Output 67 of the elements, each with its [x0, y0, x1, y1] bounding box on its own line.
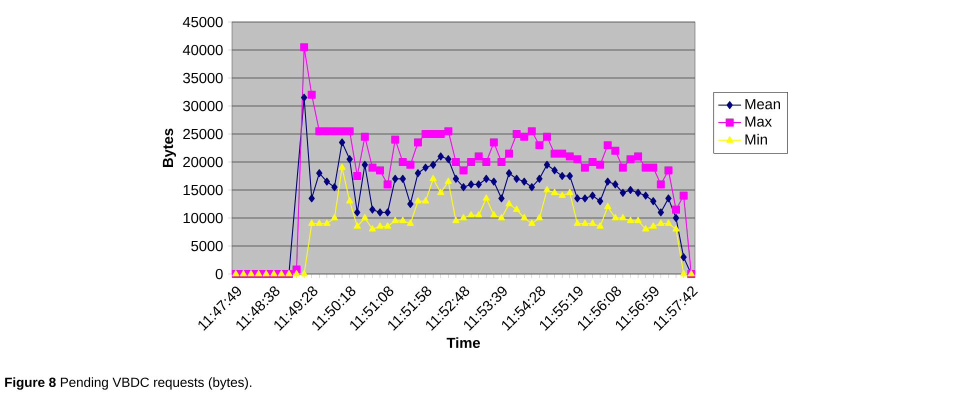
point — [604, 178, 611, 186]
point — [354, 208, 360, 216]
point — [528, 183, 535, 192]
point — [536, 174, 543, 183]
legend-label: Max — [745, 116, 772, 127]
y-tick-label: 45000 — [182, 16, 223, 28]
point — [658, 208, 664, 216]
y-tick-label: 40000 — [182, 44, 223, 56]
legend-label: Mean — [745, 99, 780, 110]
y-axis-title: Bytes — [162, 128, 176, 167]
y-tick-label: 5000 — [191, 240, 223, 252]
point — [452, 174, 460, 183]
point — [672, 214, 680, 222]
point — [362, 160, 368, 169]
point — [476, 180, 482, 188]
point — [438, 152, 444, 160]
point — [498, 194, 505, 202]
point — [331, 183, 338, 192]
text: Figure 8 Pending VBDC requests (bytes). — [5, 377, 252, 390]
point — [634, 188, 642, 197]
legend-label: Min — [745, 134, 767, 145]
point — [514, 174, 520, 183]
point — [620, 188, 626, 197]
point — [551, 166, 558, 174]
point — [338, 138, 346, 146]
point — [559, 172, 566, 180]
y-tick-label: 0 — [216, 268, 223, 280]
y-tick-label: 25000 — [183, 128, 223, 140]
point — [589, 192, 596, 200]
point — [384, 208, 391, 216]
point — [544, 160, 550, 169]
point — [566, 172, 573, 180]
y-tick-label: 10000 — [184, 212, 223, 224]
point — [627, 186, 634, 194]
y-tick-label: 35000 — [183, 72, 223, 84]
point — [300, 94, 308, 102]
point — [574, 194, 580, 202]
point — [346, 155, 353, 164]
y-tick-label: 20000 — [183, 156, 223, 168]
point — [506, 169, 512, 178]
point — [308, 194, 315, 202]
point — [414, 169, 422, 178]
point — [392, 174, 398, 183]
point — [680, 253, 687, 262]
point — [316, 169, 322, 178]
point — [400, 174, 406, 183]
point — [642, 192, 649, 200]
point — [582, 194, 588, 202]
point — [665, 194, 672, 202]
y-tick-label: 30000 — [183, 100, 223, 112]
point — [445, 155, 452, 164]
point — [407, 200, 414, 208]
point — [596, 197, 604, 206]
point — [460, 183, 467, 192]
point — [650, 197, 656, 206]
point — [324, 178, 330, 186]
point — [430, 160, 436, 169]
point — [376, 208, 384, 216]
point — [612, 180, 618, 188]
point — [369, 206, 376, 214]
x-axis-title: Time — [446, 337, 480, 348]
point — [521, 178, 528, 186]
y-tick-label: 15000 — [184, 184, 223, 196]
point — [483, 174, 490, 183]
point — [468, 180, 474, 188]
point — [422, 164, 429, 172]
point — [490, 178, 497, 186]
